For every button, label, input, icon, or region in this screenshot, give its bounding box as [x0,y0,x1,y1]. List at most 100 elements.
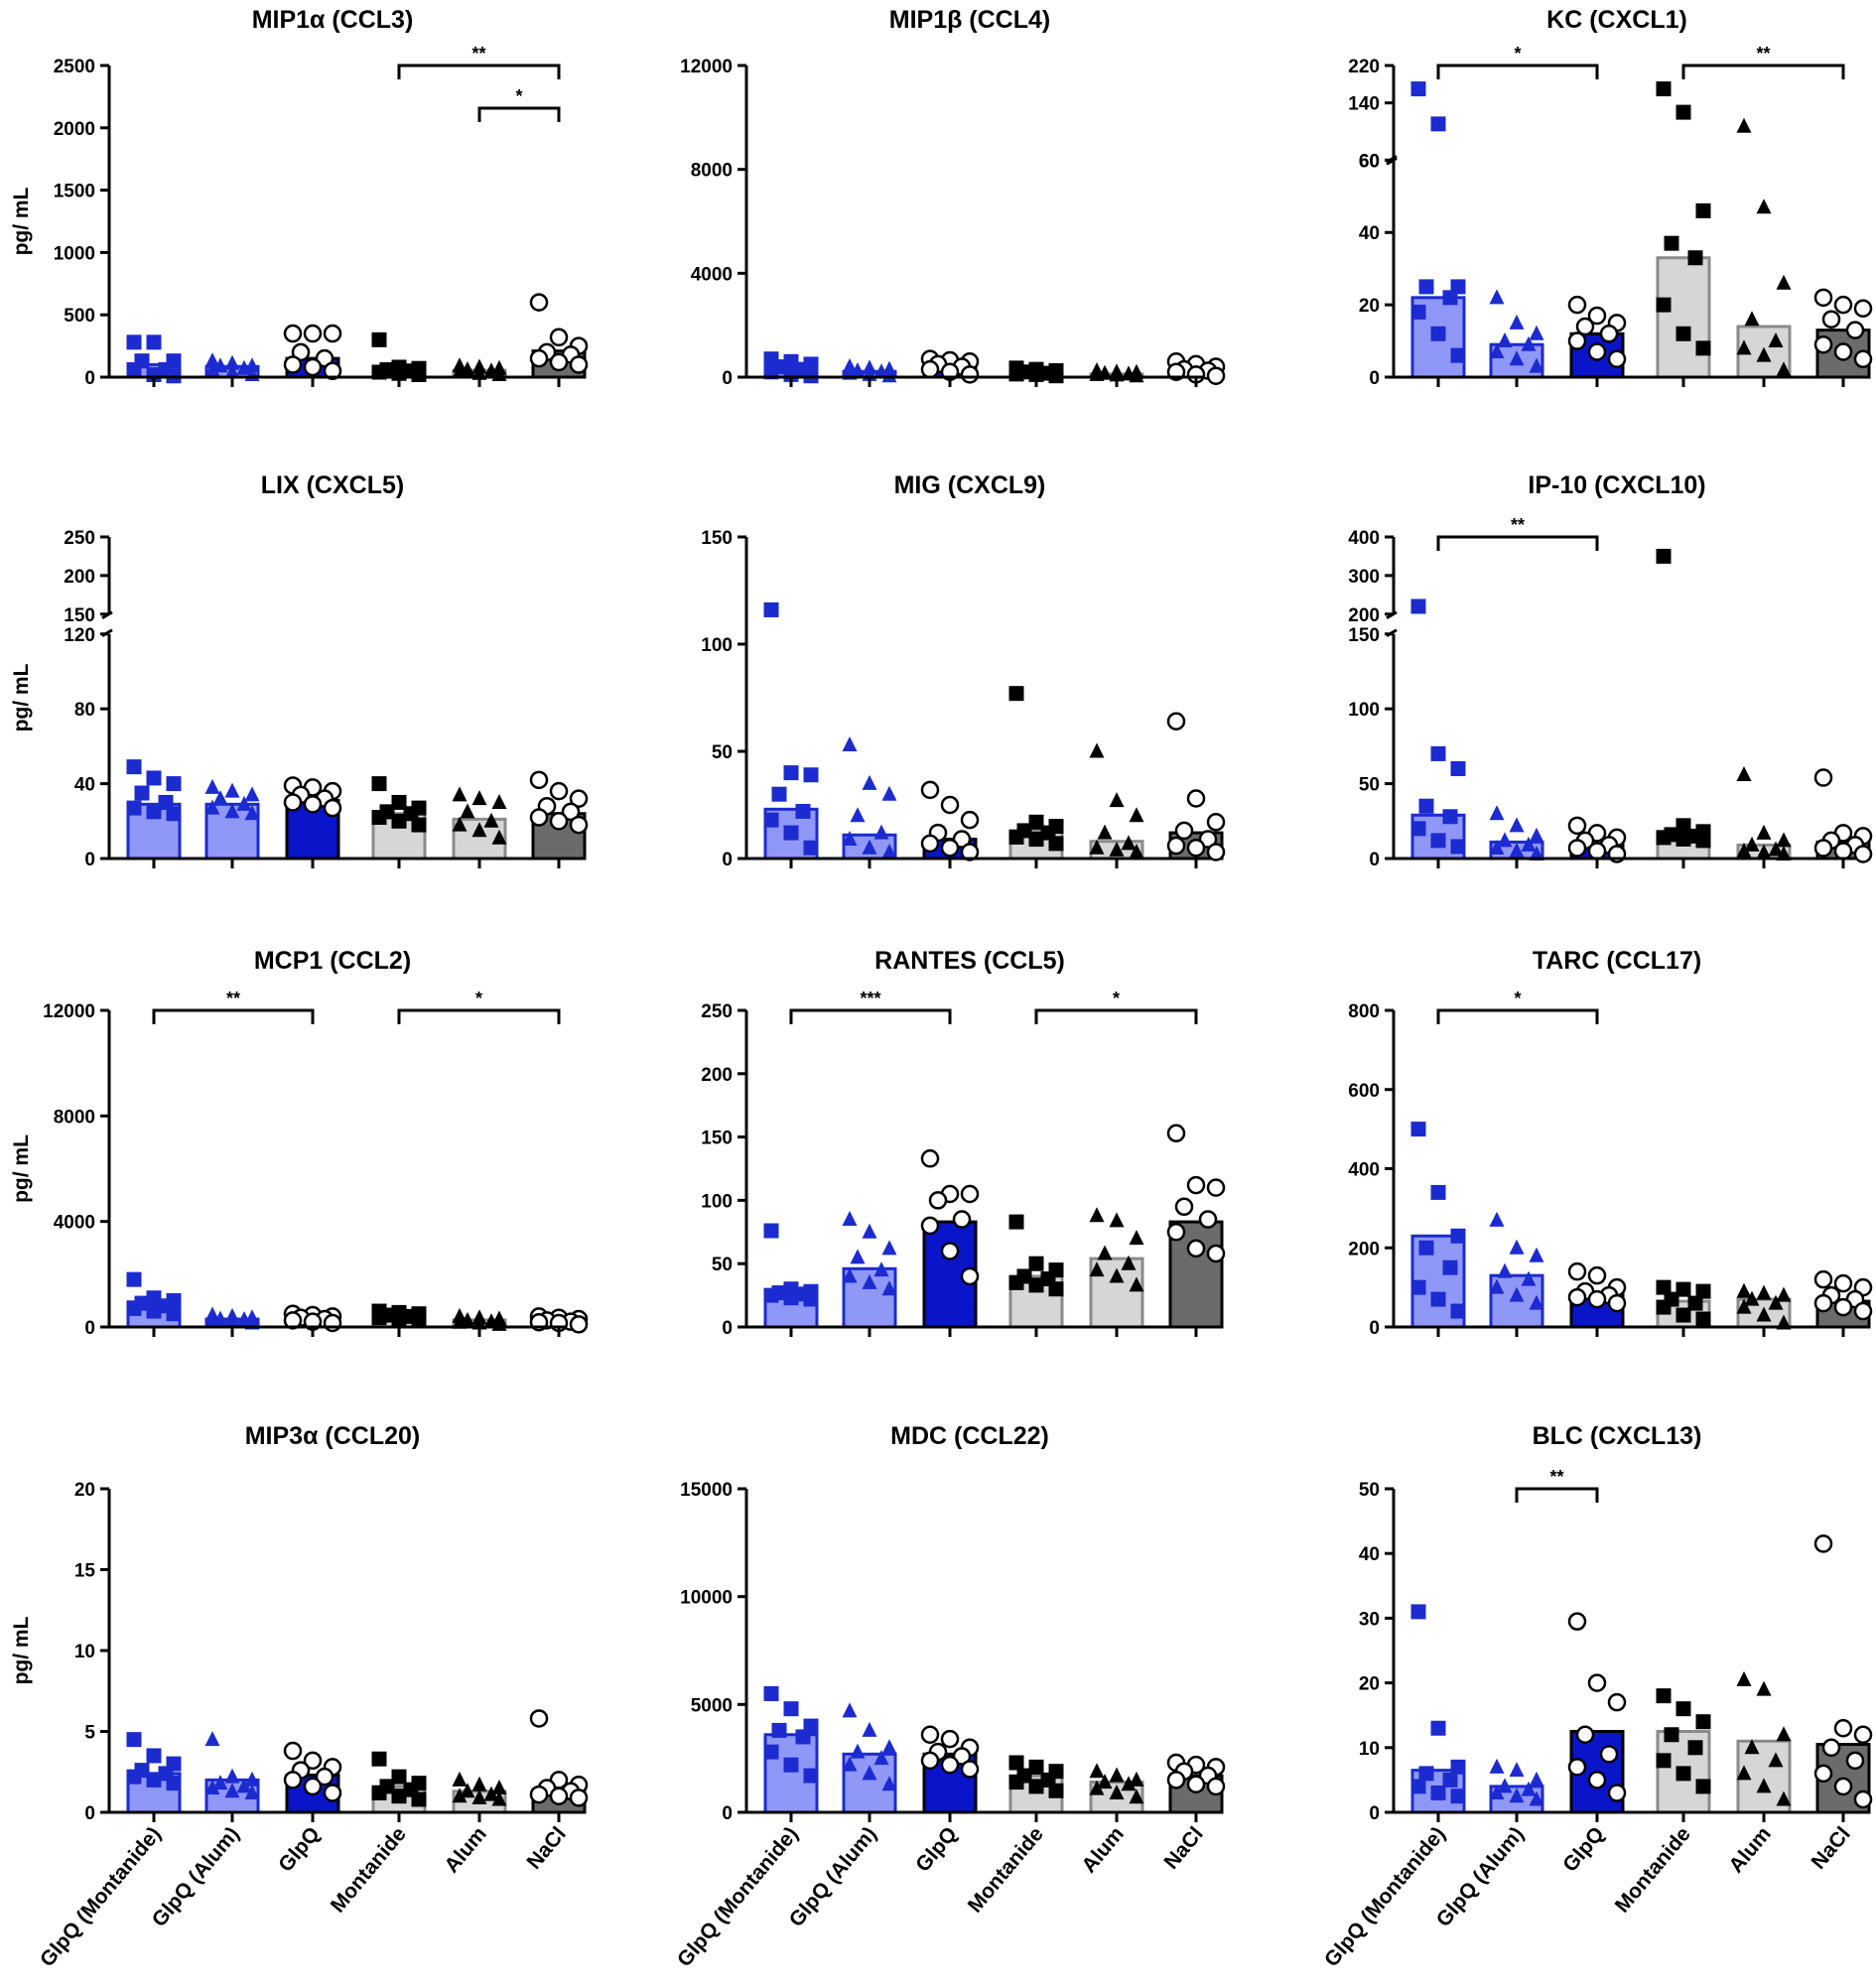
data-point [1129,1276,1144,1292]
y-axis-label: pg/ mL [10,1616,33,1684]
data-point [529,808,549,827]
data-point [1821,310,1841,329]
x-tick-label: GlpQ (Montanide) [1320,1822,1450,1971]
data-point [224,782,240,798]
y-tick-label: 0 [84,1803,95,1824]
data-point [166,806,182,822]
data-point [561,802,581,822]
data-point [1430,745,1446,761]
data-point [1656,81,1672,97]
data-point [1756,1778,1772,1793]
data-point [1833,295,1853,315]
data-point [1028,1759,1044,1775]
data-point [920,1216,940,1236]
bar [1656,256,1711,379]
data-point [212,790,228,806]
x-tick-label: NaCl [522,1822,570,1873]
data-point [569,789,589,808]
data-point [1008,686,1024,702]
data-point [1008,1214,1024,1230]
data-point [491,1780,507,1795]
data-point [224,1768,240,1784]
data-point [1109,1212,1125,1228]
data-point [236,795,252,811]
data-point [1450,1759,1466,1775]
data-point [1736,1282,1752,1298]
data-point [1587,1771,1607,1789]
data-point [483,1786,499,1801]
data-point [1575,1725,1595,1745]
data-point [1509,314,1525,330]
y-tick-label: 80 [74,700,95,721]
data-point [1129,1230,1144,1246]
data-point [960,843,980,861]
data-point [783,1290,799,1306]
y-tick-label: 40 [1359,223,1380,244]
data-point [323,324,342,343]
data-point [126,1271,142,1287]
y-tick-label: 50 [1359,775,1380,796]
data-point [1048,1281,1064,1297]
data-point [1695,1714,1711,1730]
data-point [881,844,897,860]
data-point [1756,1284,1772,1300]
data-point [1442,809,1458,825]
y-tick-label: 20 [1359,1674,1380,1695]
data-point [1497,832,1513,848]
data-point [1853,1789,1873,1809]
data-point [1687,1295,1703,1311]
data-point [1813,1269,1833,1289]
data-point [411,1312,427,1328]
y-tick-label: 0 [84,1318,95,1339]
significance-label: * [1514,989,1521,1008]
data-point [960,365,980,384]
data-point [126,334,142,350]
significance-label: *** [860,989,880,1008]
y-tick-label: 400 [1348,1160,1380,1181]
data-point [569,1789,589,1807]
y-tick-label: 8000 [54,1107,95,1127]
significance-label: ** [226,989,240,1008]
chart-title: MIG (CXCL9) [894,471,1046,499]
data-point [1410,1279,1426,1295]
data-point [1756,1680,1772,1696]
data-point [371,331,387,347]
data-point [315,1767,335,1787]
data-point [1121,1255,1137,1270]
data-point [1687,1740,1703,1756]
significance-bracket [477,106,561,122]
data-point [920,780,940,800]
data-point [1567,1758,1587,1777]
y-tick-label: 2500 [54,57,95,77]
data-point [783,765,799,781]
data-point [491,793,507,809]
data-point [862,774,877,790]
data-point [1521,335,1537,351]
y-tick-label: 400 [1348,528,1380,549]
data-point [569,815,589,835]
chart-title: MIP1α (CCL3) [252,6,414,34]
data-point [1097,824,1113,840]
data-point [1028,1256,1044,1271]
data-point [1509,842,1525,858]
data-point [1489,805,1505,821]
data-point [1656,1299,1672,1315]
data-point [960,1266,980,1286]
data-point [244,1771,260,1787]
data-point [1833,1273,1853,1293]
y-tick-label: 40 [1359,1544,1380,1565]
data-point [236,1778,252,1793]
data-point [771,786,787,802]
data-point [1607,1692,1627,1712]
data-point [460,1783,475,1798]
y-tick-label: 60 [1359,151,1380,172]
data-point [166,1306,182,1322]
data-point [803,1768,819,1784]
data-point [1410,821,1426,837]
data-point [1567,331,1587,350]
data-point [862,1721,877,1737]
data-point [1206,1777,1226,1796]
data-point [529,348,549,368]
data-point [1587,842,1607,861]
